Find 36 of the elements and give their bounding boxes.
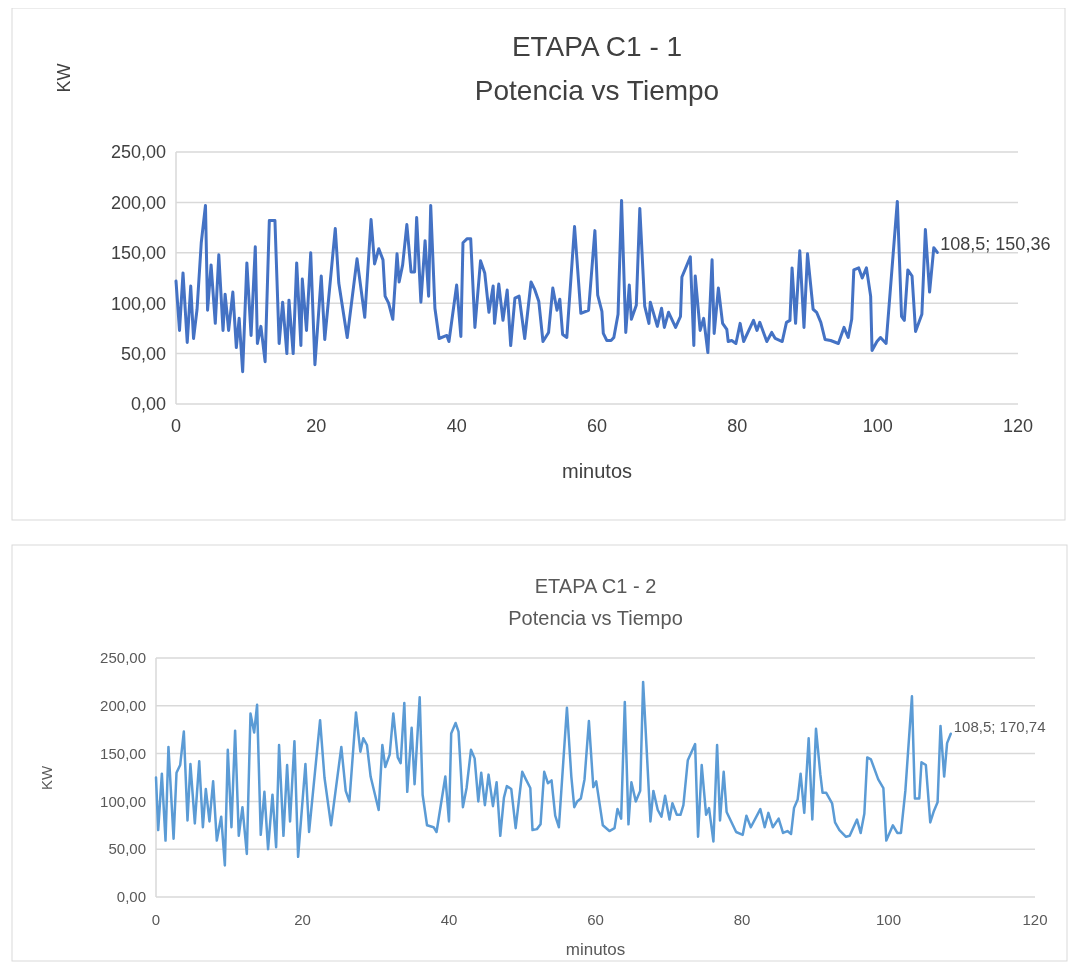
y-tick-label: 150,00 xyxy=(110,243,166,264)
y-tick-label: 50,00 xyxy=(120,343,166,364)
y-axis-title: KW xyxy=(54,63,74,93)
y-axis-title: KW xyxy=(38,765,55,791)
chart-title: ETAPA C1 - 1 Potencia vs Tiempo xyxy=(474,31,720,106)
y-tick-label: 100,00 xyxy=(110,293,166,314)
x-tick-label: 40 xyxy=(440,911,458,928)
x-tick-label: 120 xyxy=(1002,416,1034,436)
x-tick-label: 60 xyxy=(586,416,608,436)
x-axis-title: minutos xyxy=(561,460,633,482)
y-tick-label: 100,00 xyxy=(100,792,146,810)
annotation: 108,5; 170,74 xyxy=(953,717,1046,735)
x-tick-label: 80 xyxy=(733,911,751,928)
y-tick-label: 0,00 xyxy=(116,888,146,906)
y-tick-label: 150,00 xyxy=(100,744,146,762)
y-tick-label: 200,00 xyxy=(100,697,146,715)
x-tick-label: 80 xyxy=(727,416,748,436)
x-tick-label: 20 xyxy=(306,416,327,436)
x-tick-label: 120 xyxy=(1022,911,1048,928)
line-series xyxy=(174,198,939,374)
x-tick-label: 100 xyxy=(875,911,902,928)
x-tick-label: 60 xyxy=(587,911,604,928)
y-tick-label: 50,00 xyxy=(108,840,146,858)
y-tick-label: 200,00 xyxy=(110,192,166,213)
x-tick-label: 20 xyxy=(294,911,311,928)
annotation: 108,5; 150,36 xyxy=(940,234,1051,255)
x-tick-label: 100 xyxy=(862,416,893,436)
x-tick-label: 0 xyxy=(151,911,161,928)
line-series xyxy=(154,680,953,867)
x-axis-title: minutos xyxy=(565,940,626,959)
y-tick-label: 0,00 xyxy=(130,394,166,415)
chart-title: ETAPA C1 - 2 Potencia vs Tiempo xyxy=(508,575,683,629)
y-tick-label: 250,00 xyxy=(110,142,166,163)
y-tick-label: 250,00 xyxy=(100,649,146,667)
x-tick-label: 0 xyxy=(170,416,182,436)
x-tick-label: 40 xyxy=(446,416,467,436)
